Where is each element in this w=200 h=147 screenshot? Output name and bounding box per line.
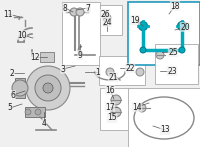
Circle shape [138,21,148,30]
Circle shape [35,109,41,115]
Bar [155,44,198,84]
Text: 21: 21 [108,72,118,81]
Text: 13: 13 [160,126,170,135]
Circle shape [179,47,185,53]
Text: 22: 22 [125,64,135,72]
Text: 1: 1 [96,67,100,76]
Circle shape [111,95,121,105]
Bar [25,107,45,117]
Circle shape [111,107,121,117]
Text: 26: 26 [100,10,110,19]
Text: 15: 15 [107,113,117,122]
Text: 5: 5 [8,103,12,112]
Text: 6: 6 [11,91,15,100]
Text: 7: 7 [86,4,90,12]
Circle shape [138,104,146,112]
Text: 14: 14 [132,102,142,112]
Bar [99,56,145,85]
Text: 12: 12 [30,52,40,61]
Text: 23: 23 [167,66,177,76]
Circle shape [140,47,146,53]
Circle shape [43,83,53,93]
Text: 4: 4 [42,120,46,128]
FancyBboxPatch shape [40,52,54,62]
Circle shape [136,68,144,76]
Text: 25: 25 [168,47,178,56]
Text: 20: 20 [180,22,190,31]
Text: 19: 19 [130,15,140,25]
Bar [62,2,100,65]
Circle shape [35,75,61,101]
Bar [128,2,200,65]
Circle shape [178,21,186,30]
Circle shape [12,80,28,96]
Text: 24: 24 [102,17,112,26]
Circle shape [26,66,70,110]
Text: 16: 16 [105,86,115,95]
Bar [100,88,130,130]
Bar [100,5,122,35]
Text: 17: 17 [105,102,115,112]
Circle shape [156,51,164,59]
Circle shape [106,68,114,76]
Circle shape [25,109,31,115]
Text: 10: 10 [17,30,27,40]
Text: 3: 3 [61,65,65,74]
Text: 2: 2 [10,69,14,77]
Bar [128,88,200,147]
Text: 11: 11 [3,10,13,19]
Circle shape [70,8,78,16]
Text: 8: 8 [63,4,67,12]
Text: 18: 18 [170,1,180,10]
Bar [15,78,25,98]
Circle shape [76,8,84,16]
Text: 9: 9 [78,51,82,60]
Circle shape [103,14,111,22]
